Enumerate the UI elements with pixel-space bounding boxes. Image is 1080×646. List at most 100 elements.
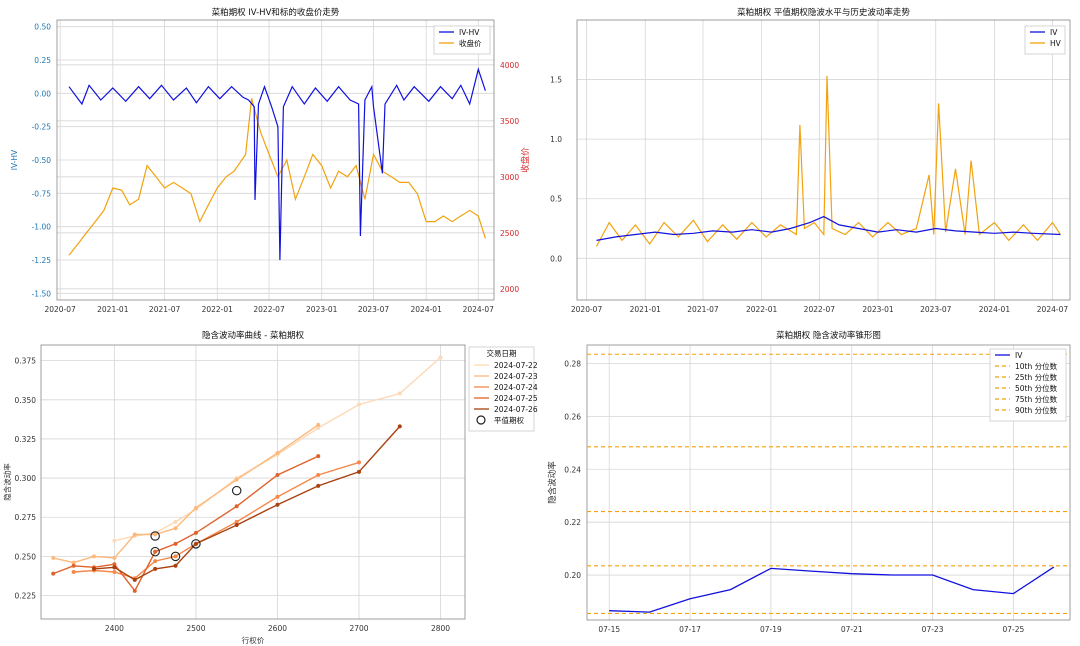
p2-legend-box [1024, 25, 1066, 55]
p3-point-2024-07-24 [71, 570, 76, 575]
p2-title: 菜粕期权 平值期权隐波水平与历史波动率走势 [737, 7, 910, 18]
p3-ytick-label: 0.250 [15, 552, 37, 561]
chart-iv-hv-close-svg: 2020-07 2021-01 2021-07 2022-01 2022-07 2023-… [10, 7, 531, 314]
p1-ylabel-left: IV-HV [10, 149, 19, 170]
p3-point-2024-07-24 [153, 559, 158, 564]
p3-point-2024-07-25 [275, 472, 280, 477]
p1-ytick-right-label: 3000 [500, 173, 519, 182]
p1-xtick-label: 2021-07 [149, 305, 181, 314]
p3-title: 隐含波动率曲线 - 菜粕期权 [202, 330, 304, 341]
p3-point-2024-07-23 [92, 554, 96, 559]
p3-point-2024-07-25 [51, 571, 56, 576]
p3-point-2024-07-22 [397, 391, 402, 396]
p3-legend-title: 交易日期 [487, 348, 517, 358]
p3-ytick-label: 0.225 [15, 592, 37, 601]
p4-ytick-label: 0.22 [564, 518, 581, 527]
p3-point-2024-07-22 [316, 425, 321, 430]
p4-xtick-label: 07-17 [679, 625, 701, 634]
p4-legend-label-5: 90th 分位数 [1015, 405, 1058, 415]
p2-xtick-label: 2020-07 [571, 305, 603, 314]
p3-point-2024-07-22 [438, 355, 443, 360]
p2-ytick-label: 1.0 [550, 135, 562, 144]
p1-ytick-right-label: 4000 [500, 61, 519, 70]
p3-point-2024-07-26 [92, 566, 96, 571]
p1-legend-label-0: IV-HV [459, 28, 480, 37]
p3-point-2024-07-26 [397, 424, 402, 429]
chart-iv-cone: 07-15 07-17 07-19 07-21 07-23 07-25 0.28 0.26 0.… [540, 323, 1080, 646]
p3-atm-marker [150, 546, 160, 557]
p1-ytick-label: 0.00 [34, 89, 51, 98]
p3-point-2024-07-23 [173, 526, 178, 531]
p1-legend-label-1: 收盘价 [459, 38, 482, 48]
p3-xtick-label: 2500 [186, 624, 205, 633]
p3-ytick-label: 0.375 [15, 357, 37, 366]
p4-legend-box [989, 348, 1067, 422]
p3-point-2024-07-23 [193, 505, 198, 510]
chart-atm-iv-hv-svg: 2020-07 2021-01 2021-07 2022-01 2022-07 2023-… [550, 7, 1071, 314]
p3-xtick-label: 2800 [431, 624, 450, 633]
p4-series-iv [609, 566, 1055, 613]
p2-xtick-label: 2022-07 [804, 305, 836, 314]
p2-ytick-label: 1.5 [550, 76, 562, 85]
chart-iv-cone-svg: 07-15 07-17 07-19 07-21 07-23 07-25 0.28 0.26 0.… [547, 330, 1071, 634]
p1-xtick-label: 2020-07 [44, 305, 76, 314]
p1-legend-box [433, 25, 491, 55]
p1-xtick-label: 2023-07 [358, 305, 390, 314]
p3-ytick-label: 0.350 [15, 396, 37, 405]
p3-legend-marker-5 [476, 415, 486, 425]
p4-xtick-label: 07-15 [598, 625, 620, 634]
p1-ytick-label: 0.25 [34, 56, 51, 65]
p1-ytick-right-label: 3500 [500, 117, 519, 126]
p1-xtick-label: 2024-01 [411, 305, 443, 314]
chart-iv-smile: 2400 2500 2600 2700 2800 0.375 0.350 0.325 0.300… [0, 323, 540, 646]
p3-legend-label-1: 2024-07-23 [494, 372, 538, 381]
p4-legend-label-0: IV [1015, 351, 1023, 360]
p3-ytick-label: 0.275 [15, 513, 37, 522]
p1-series-close-price [68, 98, 486, 256]
p4-xtick-label: 07-23 [922, 625, 944, 634]
p3-point-2024-07-25 [153, 549, 158, 554]
p3-series-2024-07-26 [93, 425, 401, 581]
p3-atm-marker [231, 485, 242, 496]
p2-xtick-label: 2022-01 [746, 305, 778, 314]
chart-iv-hv-close: 2020-07 2021-01 2021-07 2022-01 2022-07 2023-… [0, 0, 540, 323]
p2-xtick-label: 2023-01 [862, 305, 894, 314]
p3-point-2024-07-24 [316, 472, 321, 477]
p3-point-2024-07-26 [132, 577, 137, 582]
p2-xtick-label: 2023-07 [920, 305, 952, 314]
p1-xtick-label: 2022-01 [202, 305, 234, 314]
p4-legend-label-4: 75th 分位数 [1015, 394, 1058, 404]
p3-point-2024-07-25 [132, 588, 137, 593]
p3-point-2024-07-23 [51, 555, 56, 560]
p1-xtick-label: 2021-01 [97, 305, 129, 314]
p3-point-2024-07-25 [71, 563, 76, 568]
p3-series-2024-07-23 [53, 424, 319, 564]
p3-legend-label-4: 2024-07-26 [494, 405, 538, 414]
p3-point-2024-07-26 [153, 566, 158, 571]
p2-series-hv [595, 75, 1061, 247]
p1-plot-frame [56, 19, 495, 301]
p3-point-2024-07-23 [275, 451, 280, 456]
chart-iv-smile-svg: 2400 2500 2600 2700 2800 0.375 0.350 0.325 0.300… [2, 330, 538, 645]
p3-point-2024-07-23 [132, 532, 137, 537]
p4-legend-label-3: 50th 分位数 [1015, 383, 1058, 393]
p3-point-2024-07-24 [234, 519, 239, 524]
p3-xtick-label: 2600 [268, 624, 287, 633]
p3-atm-marker [191, 539, 201, 549]
p4-ytick-label: 0.24 [564, 465, 581, 474]
p4-ytick-label: 0.26 [564, 412, 581, 421]
p4-legend-label-1: 10th 分位数 [1015, 361, 1058, 371]
p3-point-2024-07-25 [193, 530, 198, 535]
p3-ylabel: 隐含波动率 [2, 463, 12, 501]
p3-point-2024-07-22 [173, 519, 178, 524]
p1-ytick-label: 0.50 [34, 23, 51, 32]
p3-point-2024-07-26 [173, 563, 178, 568]
p3-point-2024-07-25 [234, 504, 239, 509]
p1-xtick-label: 2023-01 [306, 305, 338, 314]
p2-xtick-label: 2021-01 [630, 305, 662, 314]
p2-xtick-label: 2024-01 [979, 305, 1011, 314]
p3-ytick-label: 0.325 [15, 435, 37, 444]
p3-point-2024-07-24 [357, 460, 361, 465]
p3-point-2024-07-23 [316, 422, 321, 427]
p2-plot-frame [576, 19, 1071, 301]
